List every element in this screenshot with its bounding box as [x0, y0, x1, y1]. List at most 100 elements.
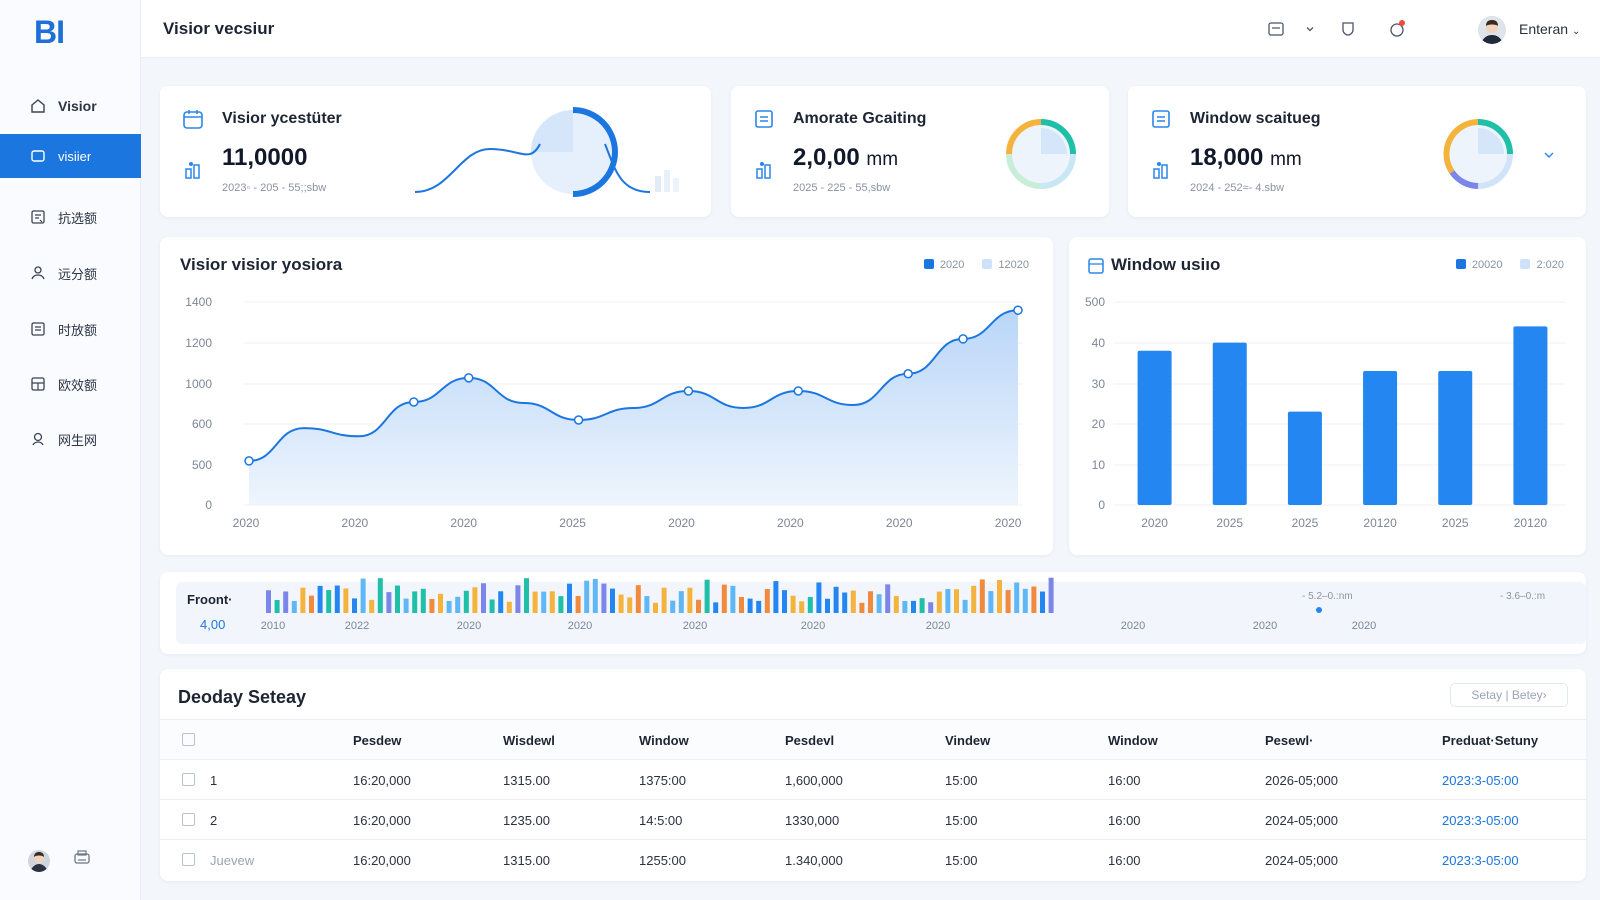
notification-icon[interactable]: [1386, 18, 1408, 40]
kpi-card-2[interactable]: Amorate Gcaiting 2,0,00 mm 2025 - 225 - …: [731, 86, 1109, 217]
mini-bar: [369, 599, 375, 613]
table-row[interactable]: Juevew 16:20,000 1315.00 1255:00 1.340,000 15…: [160, 839, 1586, 879]
mini-bar: [1014, 582, 1020, 613]
mini-bar: [713, 602, 719, 613]
mini-bar: [549, 591, 555, 613]
mini-bar: [687, 587, 693, 613]
kpi-title: Window scaitueg: [1190, 110, 1321, 127]
kpi-card-3[interactable]: Window scaitueg 18,000 mm 2024 - 252≈- 4…: [1128, 86, 1586, 217]
select-all-checkbox[interactable]: [182, 733, 195, 746]
sidebar-item-report[interactable]: 抗选额: [0, 195, 141, 239]
x-tick-label: 2025: [1442, 516, 1469, 530]
data-point: [903, 369, 913, 379]
legend-item[interactable]: 2020: [923, 259, 964, 271]
message-icon[interactable]: [1265, 18, 1287, 40]
sidebar-footer: [28, 848, 92, 873]
table-cell[interactable]: 2023:3-05:00: [1442, 813, 1519, 828]
column-header[interactable]: Window: [639, 733, 689, 748]
table-cell: 1315.00: [503, 853, 550, 868]
bar: [1287, 411, 1322, 505]
kpi-title: Visior ycestüter: [222, 110, 342, 127]
mini-bar: [575, 595, 581, 613]
row-checkbox[interactable]: [182, 773, 195, 786]
sidebar-item-window[interactable]: visiier: [0, 134, 141, 178]
sidebar-item-label: visiier: [58, 148, 92, 164]
column-header[interactable]: Window: [1108, 733, 1158, 748]
user-menu[interactable]: Enteran ⌄: [1519, 21, 1580, 37]
mini-bar: [360, 578, 366, 613]
table-cell[interactable]: 2023:3-05:00: [1442, 773, 1519, 788]
bar-chart-icon: [1152, 160, 1172, 180]
mini-bar: [945, 588, 951, 613]
table-cell: 14:5:00: [639, 813, 683, 828]
row-checkbox[interactable]: [182, 853, 195, 866]
mini-bar: [635, 585, 641, 613]
table-cell[interactable]: 2023:3-05:00: [1442, 853, 1519, 868]
sidebar: BI Visior visiier 抗选额 远分额 时放额 欧效额 网生网: [0, 0, 141, 900]
legend-item[interactable]: 2:020: [1520, 259, 1564, 271]
column-header[interactable]: Wisdewl: [503, 733, 555, 748]
y-tick-label: 500: [1085, 295, 1105, 309]
sidebar-item-list[interactable]: 时放额: [0, 307, 141, 351]
data-point: [573, 415, 584, 425]
mini-bar: [919, 598, 925, 613]
mini-bar: [291, 600, 297, 613]
table-row[interactable]: 2 16:20,000 1235.00 14:5:00 1330,000 15:00 16:…: [160, 799, 1586, 839]
mini-bar: [653, 602, 658, 613]
mini-bar: [988, 591, 994, 613]
table-cell: 16:20,000: [353, 773, 411, 788]
column-header[interactable]: Pesdew: [353, 733, 402, 748]
table-cell: 1.340,000: [785, 853, 843, 868]
x-tick-label: 2020: [233, 516, 260, 530]
sidebar-item-home[interactable]: Visior: [0, 84, 141, 128]
shield-icon[interactable]: [1337, 18, 1359, 40]
mini-bar: [704, 579, 710, 613]
kpi-subtitle: 2023◦ - 205 - 55;;sbw: [222, 182, 327, 194]
app-logo[interactable]: BI: [34, 14, 65, 50]
home-icon: [30, 98, 46, 114]
sidebar-item-grid[interactable]: 欧效额: [0, 362, 141, 406]
avatar[interactable]: [28, 849, 50, 872]
legend-item[interactable]: 20020: [1455, 259, 1502, 271]
mini-bar: [429, 599, 435, 613]
area-fill: [249, 310, 1018, 505]
y-tick-label: 500: [192, 458, 212, 472]
mini-bar: [472, 587, 478, 613]
chart-title: Window usiıo: [1111, 255, 1221, 274]
mini-bar: [911, 600, 916, 613]
chart-title: Visior visior yosiora: [180, 255, 343, 274]
column-header[interactable]: Preduat·Setuny: [1442, 733, 1539, 748]
mini-bar: [541, 591, 547, 613]
mini-bar: [403, 598, 409, 613]
chevron-down-icon[interactable]: [1542, 148, 1556, 167]
mini-bar: [979, 579, 985, 613]
mini-bar-strip: 2010 2022 2020 2020 2020 2020 2020 2020 2020 2020: [261, 577, 1376, 632]
column-header[interactable]: Pesewl·: [1265, 733, 1314, 748]
table-cell: 1315.00: [503, 773, 550, 788]
table-row[interactable]: 1 16:20,000 1315.00 1375:00 1,600,000 15:00 16…: [160, 759, 1586, 799]
chevron-down-icon[interactable]: [1299, 18, 1321, 40]
profile-icon: [30, 431, 46, 447]
printer-icon[interactable]: [72, 848, 92, 873]
user-avatar[interactable]: [1478, 16, 1506, 44]
chart-legend: 2020 12020: [923, 259, 1029, 271]
row-id: Juevew: [210, 853, 255, 868]
table-filter-button[interactable]: Setay | Betey›: [1450, 683, 1568, 707]
x-tick-label: 20120: [1363, 516, 1397, 530]
data-point: [244, 456, 254, 466]
kpi-card-1[interactable]: Visior ycestüter 11,0000 2023◦ - 205 - 5…: [160, 86, 711, 217]
mini-bar: [1005, 590, 1011, 613]
legend-item[interactable]: 12020: [982, 259, 1029, 271]
strip-label: Froont·: [187, 592, 233, 607]
column-header[interactable]: Vindew: [945, 733, 991, 748]
sidebar-item-profile[interactable]: 网生网: [0, 417, 141, 461]
sidebar-item-label: 时放额: [58, 322, 98, 338]
page-title: Visior vecsiur: [163, 19, 275, 38]
sidebar-item-user[interactable]: 远分额: [0, 251, 141, 295]
column-header[interactable]: Pesdevl: [785, 733, 835, 748]
row-checkbox[interactable]: [182, 813, 195, 826]
bar: [1212, 342, 1247, 505]
x-tick-label: 2025: [1216, 516, 1243, 530]
mini-bar: [317, 585, 323, 613]
mini-bar: [833, 586, 839, 613]
